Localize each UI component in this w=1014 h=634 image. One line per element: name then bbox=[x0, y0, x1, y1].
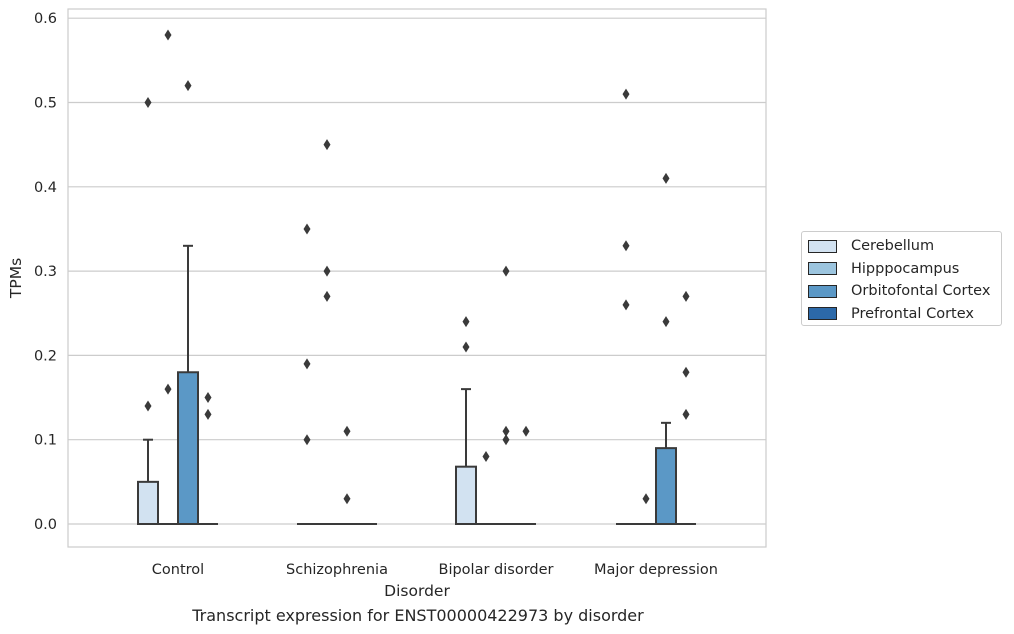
y-tick-label: 0.0 bbox=[34, 517, 57, 533]
outlier-point bbox=[482, 451, 490, 463]
y-tick-label: 0.4 bbox=[34, 180, 57, 196]
outlier-point bbox=[462, 316, 470, 328]
box-rect bbox=[455, 465, 477, 525]
outlier-point bbox=[502, 434, 510, 446]
outlier-point bbox=[682, 366, 690, 378]
outlier-point bbox=[622, 88, 630, 100]
x-tick-label: Bipolar disorder bbox=[439, 562, 554, 578]
outlier-point bbox=[642, 493, 650, 505]
box-prefrontal-cortex bbox=[516, 425, 536, 525]
box-hipppocampus bbox=[636, 493, 656, 525]
outlier-point bbox=[204, 408, 212, 420]
x-tick-label: Control bbox=[152, 562, 204, 578]
outlier-point bbox=[164, 383, 172, 395]
legend-label-hippocampus: Hipppocampus bbox=[851, 260, 960, 277]
figure-caption: Transcript expression for ENST0000042297… bbox=[192, 606, 644, 625]
legend-swatch-hippocampus bbox=[808, 262, 837, 276]
legend-swatch-cerebellum bbox=[808, 239, 837, 253]
outlier-point bbox=[462, 341, 470, 353]
legend-item-prefrontal: Prefrontal Cortex bbox=[808, 303, 1001, 326]
outlier-point bbox=[144, 97, 152, 108]
outlier-point bbox=[502, 265, 510, 277]
outlier-point bbox=[343, 493, 351, 505]
box-rect bbox=[655, 447, 677, 526]
legend-label-prefrontal: Prefrontal Cortex bbox=[851, 305, 974, 322]
boxes bbox=[137, 29, 696, 526]
outlier-point bbox=[323, 265, 331, 277]
box-rect bbox=[177, 371, 199, 526]
outlier-point bbox=[522, 425, 530, 437]
outlier-point bbox=[303, 434, 311, 446]
box-orbitofontal-cortex bbox=[655, 172, 677, 526]
legend-swatch-orbitofrontal bbox=[808, 284, 837, 298]
box-orbitofontal-cortex bbox=[496, 265, 516, 525]
y-tick-label: 0.6 bbox=[34, 11, 57, 27]
box-hipppocampus bbox=[317, 139, 337, 525]
box-hipppocampus bbox=[158, 29, 178, 525]
outlier-point bbox=[682, 290, 690, 302]
box-orbitofontal-cortex bbox=[337, 425, 357, 525]
x-tick-label: Schizophrenia bbox=[286, 562, 388, 578]
box-prefrontal-cortex bbox=[198, 392, 218, 525]
legend-item-hippocampus: Hipppocampus bbox=[808, 258, 1001, 281]
box-rect bbox=[137, 480, 159, 526]
outlier-point bbox=[204, 392, 212, 404]
legend-item-cerebellum: Cerebellum bbox=[808, 235, 1001, 258]
outlier-point bbox=[323, 139, 331, 151]
y-tick-label: 0.5 bbox=[34, 96, 57, 112]
legend-label-orbitofrontal: Orbitofontal Cortex bbox=[851, 283, 991, 300]
box-cerebellum bbox=[616, 88, 636, 525]
outlier-point bbox=[164, 29, 172, 41]
legend-swatch-prefrontal bbox=[808, 307, 837, 321]
outlier-point bbox=[622, 240, 630, 252]
outlier-point bbox=[622, 299, 630, 311]
y-tick-labels: 0.0 0.1 0.2 0.3 0.4 0.5 0.6 bbox=[34, 11, 57, 533]
outlier-point bbox=[502, 425, 510, 437]
x-axis-label: Disorder bbox=[384, 582, 450, 600]
x-tick-label: Major depression bbox=[594, 562, 718, 578]
box-cerebellum bbox=[297, 223, 317, 525]
outlier-point bbox=[662, 316, 670, 328]
box-hipppocampus bbox=[476, 451, 496, 525]
y-axis-label: TPMs bbox=[7, 258, 25, 299]
y-tick-label: 0.3 bbox=[34, 264, 57, 280]
legend-item-orbitofrontal: Orbitofontal Cortex bbox=[808, 280, 1001, 303]
y-tick-label: 0.1 bbox=[34, 433, 57, 449]
outlier-point bbox=[323, 290, 331, 302]
box-prefrontal-cortex bbox=[676, 290, 696, 525]
legend: Cerebellum Hipppocampus Orbitofontal Cor… bbox=[801, 231, 1002, 326]
legend-label-cerebellum: Cerebellum bbox=[851, 238, 935, 255]
box-orbitofontal-cortex bbox=[177, 80, 199, 526]
outlier-point bbox=[662, 172, 670, 184]
outlier-point bbox=[682, 408, 690, 420]
box-cerebellum bbox=[137, 97, 159, 526]
plot-frame bbox=[67, 8, 767, 548]
outlier-point bbox=[184, 80, 192, 92]
outlier-point bbox=[343, 425, 351, 437]
x-tick-labels: Control Schizophrenia Bipolar disorder Majo… bbox=[152, 562, 718, 578]
outlier-point bbox=[303, 223, 311, 235]
outlier-point bbox=[303, 358, 311, 370]
box-cerebellum bbox=[455, 316, 477, 525]
outlier-point bbox=[144, 400, 152, 412]
y-tick-label: 0.2 bbox=[34, 348, 57, 364]
